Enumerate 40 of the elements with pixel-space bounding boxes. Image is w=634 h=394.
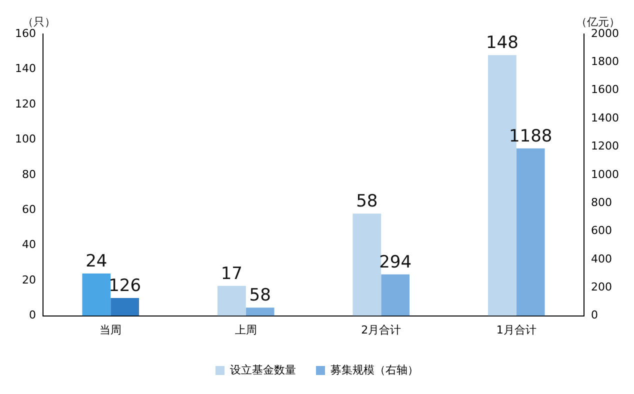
y-tick-label: 80	[22, 168, 36, 181]
y-tick-label: 0	[28, 308, 36, 322]
y2-tick-label: 1800	[591, 55, 620, 68]
bar	[352, 214, 382, 316]
y-tick-label: 160	[14, 26, 36, 40]
y-tick-label: 140	[14, 62, 36, 76]
data-label: 58	[356, 192, 378, 212]
y2-tick-label: 1000	[591, 168, 620, 181]
x-tick-label: 1月合计	[496, 323, 536, 336]
y2-tick-label: 2000	[591, 26, 620, 40]
data-label: 1188	[508, 126, 552, 146]
y-tick-label: 40	[22, 238, 36, 252]
x-tick-label: 当周	[100, 323, 122, 336]
data-label: 58	[249, 286, 271, 306]
bar	[246, 308, 274, 316]
y2-tick-label: 1400	[591, 111, 620, 124]
y-tick-label: 120	[14, 97, 36, 110]
x-tick-label: 上周	[234, 323, 257, 336]
data-label: 24	[86, 251, 108, 272]
bar	[217, 286, 246, 316]
y2-tick-label: 1600	[591, 83, 620, 96]
y2-tick-label: 400	[591, 252, 612, 266]
y-tick-label: 100	[14, 132, 36, 146]
data-label: 294	[379, 252, 412, 272]
data-label: 17	[220, 264, 242, 284]
y-axis-title: （只）	[22, 15, 56, 28]
legend-label: 募集规模（右轴）	[330, 363, 418, 376]
y2-tick-label: 800	[591, 196, 612, 209]
bar	[82, 274, 111, 316]
data-label: 126	[108, 276, 142, 296]
y2-tick-label: 600	[591, 224, 612, 238]
legend-label: 设立基金数量	[230, 363, 296, 376]
y2-tick-label: 200	[591, 280, 612, 294]
data-label: 148	[486, 33, 518, 54]
y2-tick-label: 0	[591, 308, 598, 322]
y-tick-label: 60	[22, 202, 36, 216]
y2-axis-title: （亿元）	[576, 15, 620, 28]
y2-tick-label: 1200	[591, 140, 620, 153]
x-tick-label: 2月合计	[361, 323, 402, 336]
y-tick-label: 20	[22, 273, 36, 286]
